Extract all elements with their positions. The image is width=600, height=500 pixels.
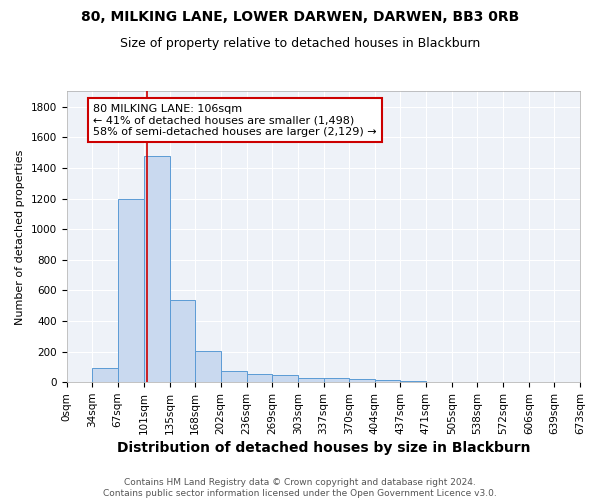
Bar: [92, 368, 118, 382]
Bar: [323, 378, 349, 382]
Y-axis label: Number of detached properties: Number of detached properties: [15, 149, 25, 324]
Bar: [400, 380, 426, 382]
X-axis label: Distribution of detached houses by size in Blackburn: Distribution of detached houses by size …: [116, 441, 530, 455]
Bar: [195, 351, 221, 382]
Bar: [143, 156, 170, 382]
Bar: [247, 374, 272, 382]
Bar: [221, 372, 247, 382]
Text: 80 MILKING LANE: 106sqm
← 41% of detached houses are smaller (1,498)
58% of semi: 80 MILKING LANE: 106sqm ← 41% of detache…: [93, 104, 377, 137]
Bar: [298, 378, 323, 382]
Bar: [272, 376, 298, 382]
Text: Contains HM Land Registry data © Crown copyright and database right 2024.
Contai: Contains HM Land Registry data © Crown c…: [103, 478, 497, 498]
Bar: [375, 380, 400, 382]
Bar: [118, 198, 143, 382]
Text: 80, MILKING LANE, LOWER DARWEN, DARWEN, BB3 0RB: 80, MILKING LANE, LOWER DARWEN, DARWEN, …: [81, 10, 519, 24]
Bar: [349, 379, 375, 382]
Text: Size of property relative to detached houses in Blackburn: Size of property relative to detached ho…: [120, 38, 480, 51]
Bar: [170, 300, 195, 382]
